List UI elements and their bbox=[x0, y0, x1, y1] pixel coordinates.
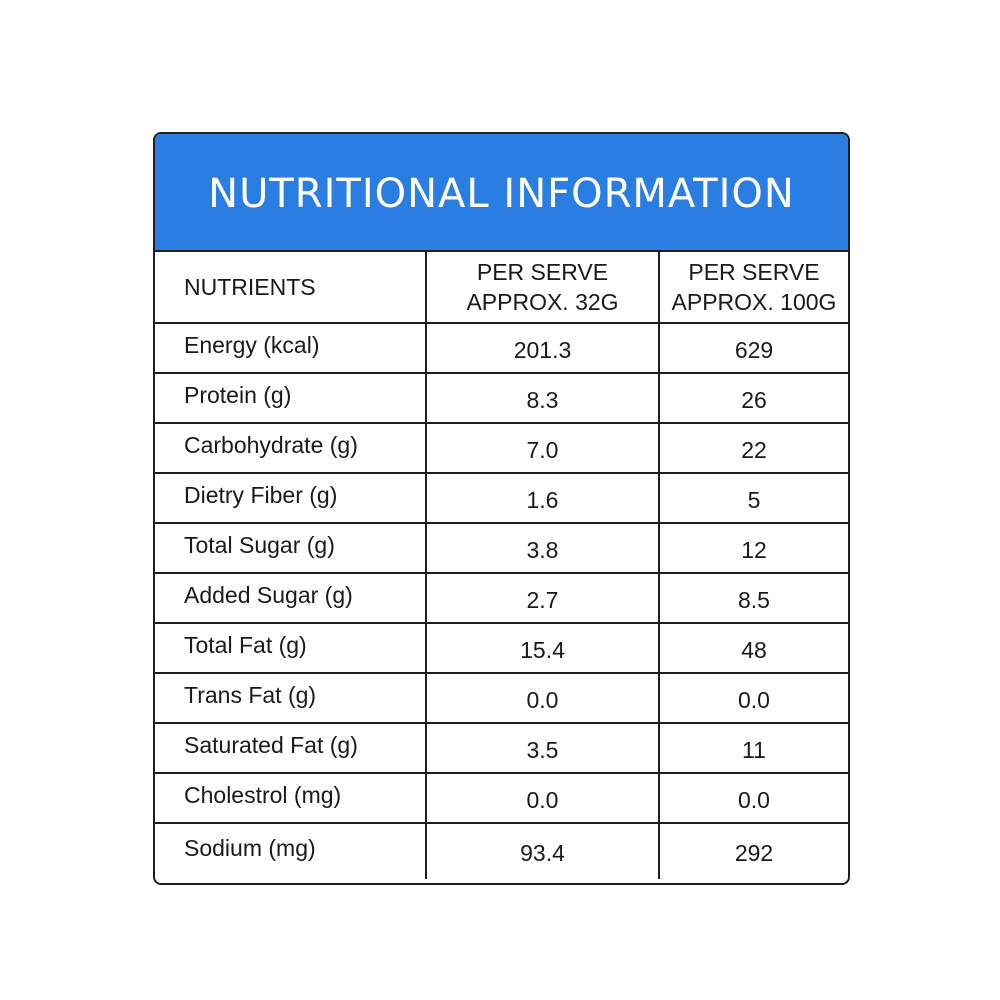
value-per-100g: 0.0 bbox=[659, 773, 848, 824]
nutrient-name: Protein (g) bbox=[155, 373, 427, 424]
table-row: Total Fat (g) 15.4 48 bbox=[155, 623, 848, 674]
value-per-32g: 201.3 bbox=[426, 323, 660, 374]
value-per-100g: 22 bbox=[659, 423, 848, 474]
value-per-32g: 3.5 bbox=[426, 723, 660, 774]
value-per-32g: 7.0 bbox=[426, 423, 660, 474]
value-per-100g: 8.5 bbox=[659, 573, 848, 624]
table-row: Protein (g) 8.3 26 bbox=[155, 373, 848, 424]
nutrient-name: Dietry Fiber (g) bbox=[155, 473, 427, 524]
nutrient-name: Trans Fat (g) bbox=[155, 673, 427, 724]
value-per-100g: 629 bbox=[659, 323, 848, 374]
value-per-32g: 1.6 bbox=[426, 473, 660, 524]
column-header-per-32g-line1: PER SERVE bbox=[476, 259, 609, 285]
nutrient-name: Total Sugar (g) bbox=[155, 523, 427, 574]
table-row: Added Sugar (g) 2.7 8.5 bbox=[155, 573, 848, 624]
column-header-per-32g-line2: APPROX. 32G bbox=[466, 289, 619, 315]
table-row: Cholestrol (mg) 0.0 0.0 bbox=[155, 773, 848, 824]
table-row: Sodium (mg) 93.4 292 bbox=[155, 823, 848, 879]
column-header-per-100g: PER SERVE APPROX. 100G bbox=[659, 252, 848, 324]
nutrient-name: Cholestrol (mg) bbox=[155, 773, 427, 824]
value-per-32g: 0.0 bbox=[426, 773, 660, 824]
value-per-32g: 0.0 bbox=[426, 673, 660, 724]
table-row: Carbohydrate (g) 7.0 22 bbox=[155, 423, 848, 474]
column-header-per-100g-line1: PER SERVE bbox=[688, 259, 820, 285]
table-row: Saturated Fat (g) 3.5 11 bbox=[155, 723, 848, 774]
nutrient-name: Total Fat (g) bbox=[155, 623, 427, 674]
nutrient-name: Sodium (mg) bbox=[155, 823, 427, 879]
nutrition-panel: NUTRITIONAL INFORMATION NUTRIENTS PER SE… bbox=[153, 132, 850, 885]
value-per-100g: 48 bbox=[659, 623, 848, 674]
nutrient-name: Saturated Fat (g) bbox=[155, 723, 427, 774]
panel-title: NUTRITIONAL INFORMATION bbox=[208, 171, 795, 217]
table-row: Energy (kcal) 201.3 629 bbox=[155, 323, 848, 374]
table-header-row: NUTRIENTS PER SERVE APPROX. 32G PER SERV… bbox=[155, 252, 848, 324]
value-per-32g: 3.8 bbox=[426, 523, 660, 574]
value-per-32g: 2.7 bbox=[426, 573, 660, 624]
column-header-nutrients: NUTRIENTS bbox=[155, 252, 427, 324]
value-per-32g: 15.4 bbox=[426, 623, 660, 674]
table-row: Trans Fat (g) 0.0 0.0 bbox=[155, 673, 848, 724]
nutrient-name: Energy (kcal) bbox=[155, 323, 427, 374]
value-per-100g: 26 bbox=[659, 373, 848, 424]
table-row: Dietry Fiber (g) 1.6 5 bbox=[155, 473, 848, 524]
column-header-per-100g-line2: APPROX. 100G bbox=[671, 289, 837, 315]
value-per-32g: 93.4 bbox=[426, 823, 660, 879]
table-row: Total Sugar (g) 3.8 12 bbox=[155, 523, 848, 574]
column-header-per-32g: PER SERVE APPROX. 32G bbox=[426, 252, 660, 324]
nutrition-table: NUTRIENTS PER SERVE APPROX. 32G PER SERV… bbox=[155, 252, 848, 879]
panel-header: NUTRITIONAL INFORMATION bbox=[155, 134, 848, 252]
value-per-100g: 12 bbox=[659, 523, 848, 574]
value-per-100g: 11 bbox=[659, 723, 848, 774]
value-per-100g: 292 bbox=[734, 840, 774, 866]
nutrient-name: Added Sugar (g) bbox=[155, 573, 427, 624]
nutrient-name: Carbohydrate (g) bbox=[155, 423, 427, 474]
value-per-32g: 8.3 bbox=[426, 373, 660, 424]
value-per-100g: 5 bbox=[659, 473, 848, 524]
value-per-100g: 0.0 bbox=[659, 673, 848, 724]
